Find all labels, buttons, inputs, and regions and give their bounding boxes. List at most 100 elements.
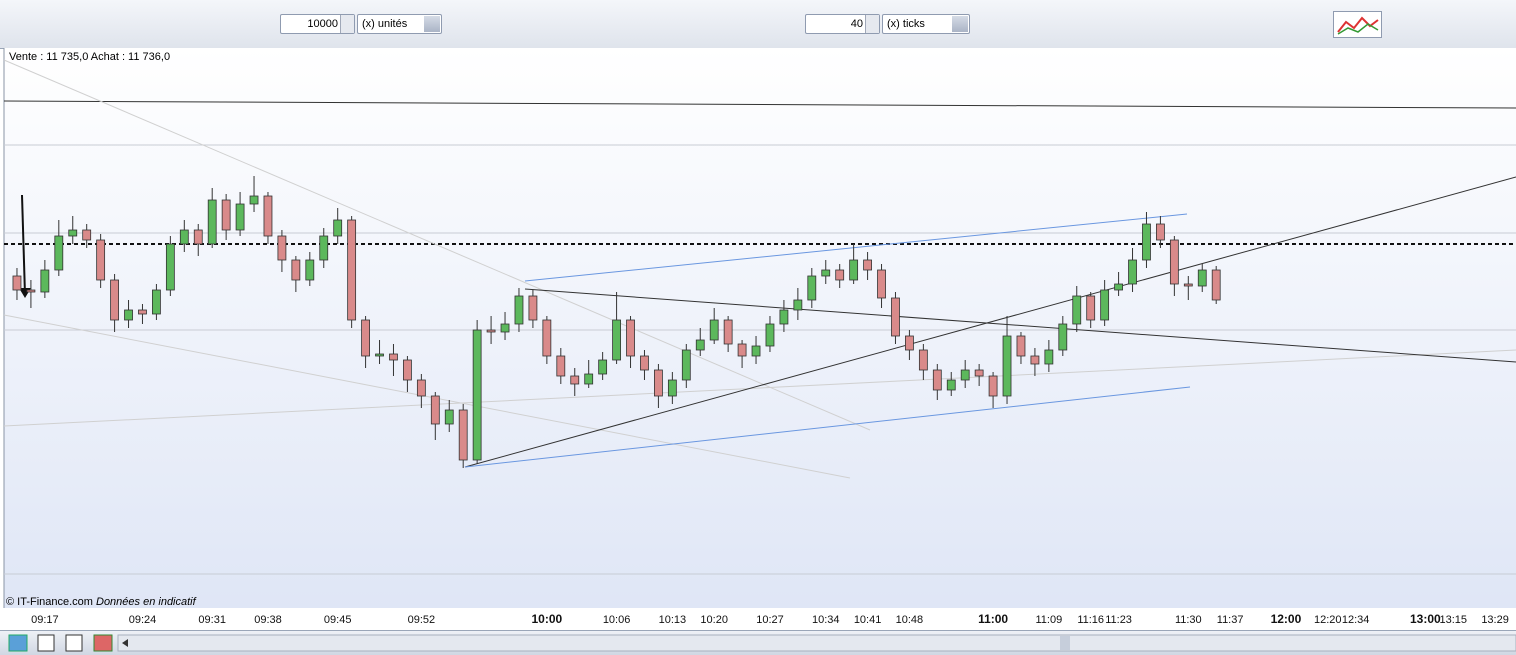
candle-body [737,343,747,357]
candle-body [514,295,524,325]
x-tick-label: 10:41 [854,614,882,626]
candle-body [1072,295,1082,325]
candle-body [472,329,482,461]
x-tick-label: 12:34 [1342,614,1370,626]
quantity-spinner[interactable]: 10000 [280,14,355,34]
candle-body [347,219,357,321]
scroll-left[interactable] [122,639,128,647]
x-tick-label: 12:20 [1314,614,1342,626]
candle-body [458,409,468,461]
candle-body [612,319,621,361]
candle-body [779,309,789,325]
candle-body [263,195,273,237]
tool-button[interactable] [93,634,113,652]
candle-body [654,369,663,397]
candle-body [974,369,984,377]
scrollbar[interactable] [117,634,1516,652]
candle-body [891,297,900,337]
candle-body [1128,259,1137,285]
candle-body [877,269,886,299]
candle-body [1002,335,1012,397]
candle-body [1114,283,1123,291]
candle-body [333,219,343,237]
candle-body [1156,223,1165,241]
ticks-unit: (x) ticks [887,18,925,30]
candle-body [40,269,50,293]
ticks-spinner[interactable]: 40 [805,14,880,34]
x-tick-label: 09:17 [31,614,59,626]
candle-body [319,235,329,261]
candle-body [863,259,872,271]
candle-body [932,369,942,391]
candle-body [68,229,78,237]
x-tick-label: 10:20 [700,614,728,626]
plot-background [4,48,1516,608]
tool-button[interactable] [65,634,83,652]
ticks-unit-dropdown[interactable]: (x) ticks [882,14,970,34]
candle-body [361,319,370,357]
chart-type-button[interactable] [1333,11,1382,38]
candle-body [988,375,998,397]
tool-button[interactable] [37,634,55,652]
disclaimer: Données en indicatif [96,596,196,608]
x-tick-label: 10:27 [756,614,784,626]
candle-body [291,259,301,281]
x-tick-label: 13:15 [1439,614,1467,626]
candle-body [542,319,552,357]
trend-line [3,59,871,431]
candle-body [54,235,64,271]
candle-body [152,289,161,315]
candle-body [667,379,677,397]
tool-button[interactable] [8,634,28,652]
candle-body [1016,335,1026,357]
chart: 09:17 09:24 09:31 09:38 09:45 09:52 10:00 10:06… [0,48,1516,630]
candle-body [1058,323,1068,351]
x-tick-label: 13:29 [1481,614,1509,626]
candle-body [416,379,426,397]
candle-body [626,319,635,357]
scroll-thumb[interactable] [1060,636,1070,650]
bottom-toolbar [0,630,1516,655]
candle-body [375,353,384,357]
candle-body [821,269,831,277]
candle-body [1086,295,1096,321]
candle-body [807,275,817,301]
x-tick-label: 09:45 [324,614,352,626]
candle-body [849,259,859,281]
candle-body [835,269,845,281]
candle-body [570,375,580,385]
candle-body [1197,269,1207,287]
candle-body [751,345,761,357]
candle-body [905,335,914,351]
candle-body [389,353,398,361]
candle-body [765,323,775,347]
arrow [21,194,26,296]
candle-body [249,195,259,205]
candle-body [723,319,733,345]
candle-body [1030,355,1040,365]
candle-body [124,309,133,321]
trend-line [3,100,1516,109]
candle-body [96,239,106,281]
candle-body [528,295,538,321]
candle-body [584,373,594,385]
x-axis-band [0,608,1516,630]
candle-body [695,339,705,351]
candle-body [793,299,803,311]
x-tick-label: 10:00 [532,612,563,626]
candle-body [640,355,649,371]
candle-body [305,259,315,281]
quantity-unit-dropdown[interactable]: (x) unités [357,14,442,34]
copyright: © IT-Finance.com [6,596,93,608]
bottom-controls [8,634,1516,652]
quote: Vente : 11 735,0 Achat : 11 736,0 [9,51,171,63]
channel-line [464,386,1191,468]
quantity-value: 10000 [307,18,338,30]
candles [12,176,1221,468]
candle-body [1211,269,1221,301]
candle-body [277,235,287,261]
candle-body [430,395,440,425]
candle-body [235,203,245,231]
x-tick-label: 09:24 [129,614,157,626]
